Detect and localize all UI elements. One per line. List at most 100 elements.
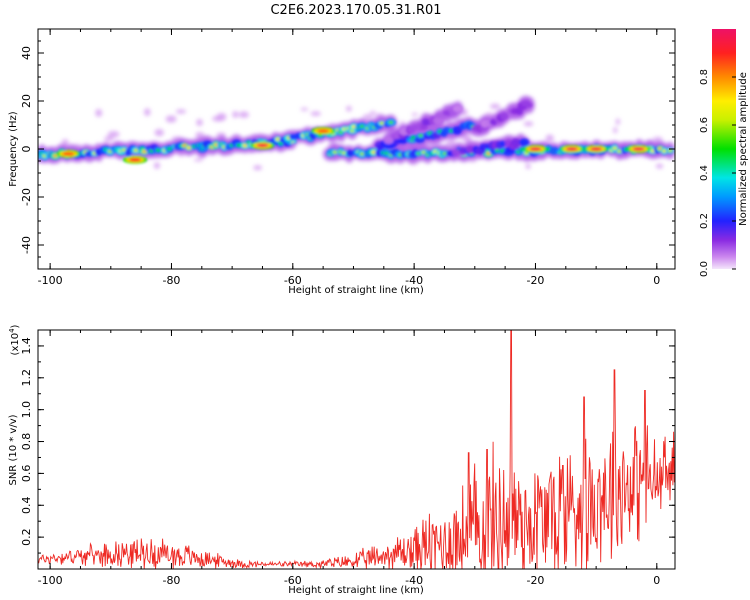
spectrogram-speckle: [175, 109, 187, 114]
spectrogram-cell: [52, 154, 58, 158]
snr-ytick-label: 1.4: [20, 337, 33, 355]
spectrogram-cell: [346, 149, 354, 157]
spectrogram-cell: [379, 121, 385, 125]
spectrogram-xlabel: Height of straight line (km): [288, 285, 424, 296]
colorbar-tick-label: 0.6: [699, 117, 710, 133]
spectrogram-speckle: [613, 127, 618, 134]
spectrogram-cell: [166, 147, 172, 151]
spectrogram-panel: -100 -80 -60 -40 -20 0 -40 -20 0 20 40 Height of s…: [8, 28, 676, 296]
spectrogram-speckle: [523, 121, 534, 127]
snr-xtick-label: -100: [38, 574, 63, 587]
spectrogram-hot-spot: [565, 147, 578, 151]
spectrogram-cell: [667, 149, 673, 153]
spectrogram-cell: [155, 148, 161, 152]
spectrogram-xtick-label: 0: [653, 274, 660, 287]
spectrogram-xtick-label: -80: [162, 274, 180, 287]
spectrogram-speckle: [310, 111, 322, 116]
spectrogram-cell: [418, 134, 424, 138]
spectrogram-cell: [371, 150, 377, 154]
spectrogram-cell: [141, 149, 147, 154]
spectrogram-xtick-label: -100: [38, 274, 63, 287]
spectrogram-speckle: [216, 113, 227, 121]
spectrogram-speckle: [655, 163, 664, 169]
spectrogram-speckle: [196, 118, 203, 127]
spectrogram-cell: [383, 136, 394, 145]
spectrogram-cell: [612, 146, 618, 150]
spectrogram-core-layer: [38, 100, 675, 164]
spectrogram-xtick-label: -40: [405, 274, 423, 287]
snr-xtick-label: -80: [162, 574, 180, 587]
spectrogram-cell: [410, 135, 416, 140]
snr-scale-note: (x104): [8, 324, 21, 355]
snr-ytick-label: 1.2: [20, 369, 33, 387]
spectrogram-speckle: [153, 162, 160, 170]
spectrogram-cell: [433, 116, 444, 125]
snr-xtick-label: -20: [526, 574, 544, 587]
spectrogram-speckle: [144, 108, 151, 117]
spectrogram-cell: [242, 143, 248, 148]
snr-ytick-label: 1.0: [20, 401, 33, 419]
snr-series-line: [38, 330, 675, 569]
spectrogram-cell: [616, 149, 622, 153]
snr-ytick-label: 0.4: [20, 497, 33, 515]
colorbar-tick-label: 0.0: [699, 261, 710, 277]
spectrogram-cell: [500, 112, 509, 121]
colorbar: 0.0 0.2 0.4 0.6 0.8 Normalized spectral ampl…: [699, 29, 749, 277]
snr-xlabel: Height of straight line (km): [288, 585, 424, 596]
figure-title: C2E6.2023.170.05.31.R01: [270, 3, 441, 18]
spectrogram-ytick-label: -40: [20, 236, 33, 254]
spectrogram-speckle: [107, 131, 120, 138]
snr-ytick-label: 0.6: [20, 465, 33, 483]
spectrogram-speckle: [362, 114, 374, 119]
spectrogram-cell: [332, 150, 338, 154]
spectrogram-speckle: [232, 110, 239, 118]
spectrogram-speckle: [369, 111, 376, 115]
colorbar-label: Normalized spectral amplitude: [738, 72, 749, 226]
spectrogram-cell: [452, 105, 463, 113]
spectrogram-speckle: [446, 140, 457, 147]
spectrogram-speckle: [411, 113, 419, 117]
spectrogram-cell: [519, 138, 530, 147]
spectrogram-hot-spot: [590, 147, 603, 151]
spectrogram-speckle: [154, 129, 164, 137]
spectrogram-speckle: [300, 107, 309, 111]
spectrogram-hot-spot: [256, 143, 269, 148]
colorbar-tick-label: 0.2: [699, 213, 710, 229]
spectrogram-ylabel: Frequency (Hz): [8, 111, 19, 187]
spectrogram-speckle: [652, 136, 663, 142]
spectrogram-hot-spot: [62, 152, 75, 156]
spectrogram-speckle: [346, 105, 352, 112]
spectrogram-cell: [186, 146, 192, 150]
spectrogram-cell: [524, 102, 533, 108]
spectrogram-speckle: [193, 158, 204, 162]
spectrogram-speckle: [238, 111, 249, 118]
spectrogram-cell: [275, 137, 281, 141]
spectrogram-cell: [388, 120, 394, 124]
spectrogram-ytick-label: 0: [20, 146, 33, 153]
spectrogram-hot-spot: [129, 158, 142, 162]
spectrogram-ytick-label: -20: [20, 188, 33, 206]
spectrogram-speckle: [195, 132, 205, 139]
snr-frame: [37, 329, 676, 570]
spectrogram-cell: [359, 124, 365, 128]
spectrogram-xtick-label: -60: [284, 274, 302, 287]
spectrogram-hot-spot: [317, 129, 330, 133]
snr-ylabel: SNR (10 * v/v): [8, 414, 19, 485]
spectrogram-hot-spot: [632, 147, 645, 151]
snr-plot-area: [38, 330, 675, 569]
spectrogram-speckle: [615, 118, 620, 125]
snr-xtick-label: -60: [284, 574, 302, 587]
snr-ytick-label: 0.2: [20, 528, 33, 546]
spectrogram-cell: [309, 131, 317, 140]
snr-xtick-label: 0: [653, 574, 660, 587]
spectrogram-cell: [661, 149, 667, 153]
spectrogram-cell: [359, 152, 365, 156]
spectrogram-speckle: [103, 136, 114, 142]
snr-xtick-label: -40: [405, 574, 423, 587]
spectrogram-hot-spot: [529, 147, 542, 151]
spectrogram-cell: [133, 148, 139, 152]
snr-ytick-label: 0.8: [20, 433, 33, 451]
colorbar-gradient: [712, 29, 736, 269]
snr-panel: -100 -80 -60 -40 -20 0 0.2 0.4 0.6 0.8 1.0 1.2 1.4 H…: [8, 324, 676, 596]
